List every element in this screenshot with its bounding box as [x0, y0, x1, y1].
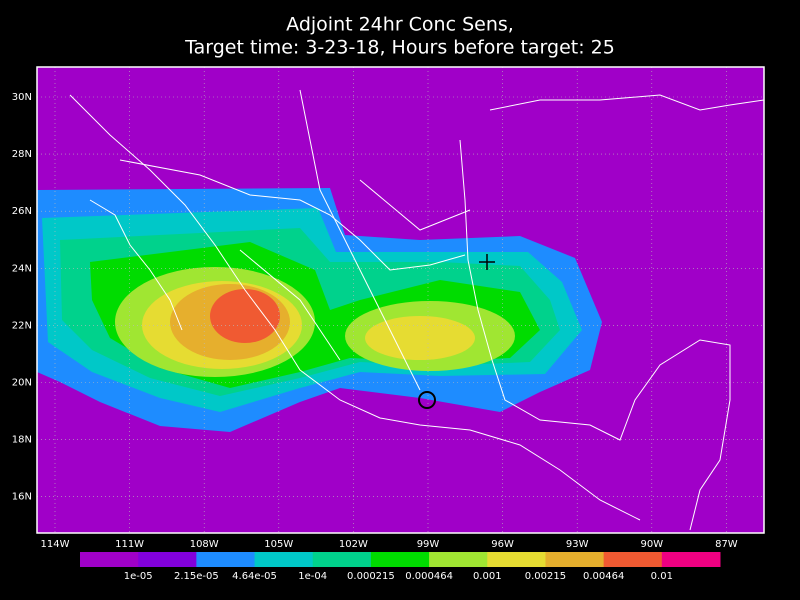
lat-label: 16N	[12, 492, 32, 503]
colorbar-box	[196, 552, 256, 567]
title-line: Target time: 3-23-18, Hours before targe…	[184, 37, 615, 59]
colorbar-label: 0.00464	[583, 571, 624, 582]
lon-label: 114W	[41, 539, 70, 550]
lat-label: 30N	[12, 92, 32, 103]
colorbar-box	[603, 552, 663, 567]
lat-label: 24N	[12, 263, 32, 274]
colorbar-label: 4.64e-05	[232, 571, 277, 582]
lat-label: 22N	[12, 320, 32, 331]
colorbar-label: 1e-04	[298, 571, 327, 582]
border	[119, 159, 466, 271]
coastline	[89, 199, 183, 331]
colorbar-box	[661, 552, 721, 567]
lon-label: 90W	[640, 539, 663, 550]
lon-label: 105W	[264, 539, 293, 550]
colorbar-box	[487, 552, 546, 567]
colorbar-box	[254, 552, 314, 567]
colorbar-box	[80, 552, 139, 567]
lat-label: 18N	[12, 435, 32, 446]
contour-fill	[365, 316, 475, 360]
source-marker	[418, 391, 436, 409]
colorbar-label: 0.01	[651, 571, 673, 582]
plot-area	[36, 66, 765, 534]
colorbar-box	[312, 552, 372, 567]
colorbar-box	[545, 552, 605, 567]
lon-label: 87W	[715, 539, 738, 550]
title-line: Adjoint 24hr Conc Sens,	[286, 14, 514, 36]
colorbar-label: 0.001	[473, 571, 502, 582]
colorbar-label: 0.00215	[525, 571, 566, 582]
lon-label: 102W	[339, 539, 368, 550]
contour-fill	[210, 289, 280, 343]
coastline	[459, 139, 731, 531]
colorbar-box	[429, 552, 488, 567]
lon-label: 93W	[566, 539, 589, 550]
lon-label: 96W	[491, 539, 514, 550]
lat-label: 20N	[12, 378, 32, 389]
border	[239, 89, 471, 391]
coastline	[69, 94, 641, 521]
lat-label: 26N	[12, 206, 32, 217]
colorbar-box	[138, 552, 197, 567]
lon-label: 99W	[417, 539, 440, 550]
lon-label: 108W	[190, 539, 219, 550]
colorbar-label: 2.15e-05	[174, 571, 219, 582]
plot-frame	[36, 66, 765, 534]
coastline	[489, 94, 765, 111]
lon-label: 111W	[115, 539, 144, 550]
lat-label: 28N	[12, 149, 32, 160]
colorbar-label: 1e-05	[124, 571, 153, 582]
colorbar-label: 0.000215	[347, 571, 395, 582]
colorbar-label: 0.000464	[405, 571, 453, 582]
colorbar-box	[370, 552, 430, 567]
